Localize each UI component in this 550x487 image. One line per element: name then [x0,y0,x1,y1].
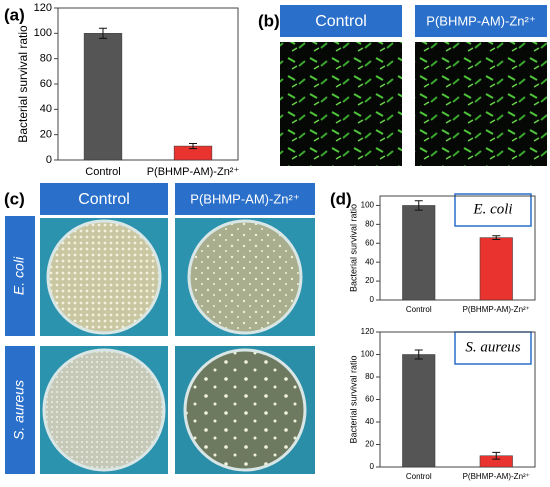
x-tick-label: P(BHMP-AM)-Zn²⁺ [463,472,530,481]
y-tick-label: 100 [361,350,375,359]
x-tick-label: Control [406,305,432,314]
error-bar [414,349,423,360]
plot-frame [379,195,536,301]
y-tick-label: 60 [365,238,374,247]
bar [479,237,513,301]
bar [83,33,123,161]
x-tick-label: P(BHMP-AM)-Zn²⁺ [463,305,530,314]
row-label: S. aureus [11,380,27,440]
y-tick-label: 20 [365,276,374,285]
bar [402,354,436,468]
panel-label: (a) [4,5,25,24]
y-tick-label: 80 [40,53,52,65]
annotation: E. coli [472,201,512,217]
y-tick-label: 80 [365,372,374,381]
plate [187,219,303,335]
header-box [415,5,547,37]
microscopy-image [415,42,547,166]
x-tick-label: Control [406,472,432,481]
image-header: P(BHMP-AM)-Zn²⁺ [190,191,299,206]
y-axis-label: Bacterial survival ratio [348,204,358,292]
y-tick-label: 60 [40,78,52,90]
error-bar [99,27,107,39]
y-tick-label: 40 [365,417,374,426]
microscopy-image [280,42,402,166]
image-header: Control [315,13,367,30]
y-tick-label: 0 [370,295,375,304]
panel-label: (c) [4,189,25,208]
panel-label: (b) [258,11,280,30]
y-tick-label: 40 [365,257,374,266]
row-box [5,346,35,474]
header-box [175,183,315,215]
error-bar [189,143,197,150]
annotation-box [454,193,532,227]
image-header: P(BHMP-AM)-Zn²⁺ [426,13,535,28]
x-tick-label: P(BHMP-AM)-Zn²⁺ [147,166,240,178]
y-tick-label: 20 [40,129,52,141]
row-label: E. coli [11,256,27,295]
x-tick-label: Control [85,166,120,178]
y-axis-label: Bacterial survival ratio [348,355,358,443]
y-tick-label: 100 [34,27,52,39]
y-tick-label: 20 [365,440,374,449]
y-tick-label: 0 [370,462,375,471]
header-box [280,5,402,37]
row-box [5,216,35,336]
header-box [40,183,168,215]
plate [46,219,162,335]
bar [402,205,436,301]
y-axis-label: Bacterial survival ratio [16,25,30,143]
annotation-box [454,331,532,365]
error-bar [414,200,423,211]
error-bar [492,235,501,240]
error-bar [492,451,501,460]
y-tick-label: 120 [34,2,52,14]
y-tick-label: 0 [46,154,52,166]
y-tick-label: 120 [361,327,375,336]
image-header: Control [78,191,130,208]
y-tick-label: 60 [365,395,374,404]
y-tick-label: 100 [361,201,375,210]
plate [42,348,166,472]
plate [183,348,307,472]
panel-label: (d) [330,189,352,208]
y-tick-label: 40 [40,103,52,115]
annotation: S. aureus [465,339,520,355]
y-tick-label: 80 [365,219,374,228]
